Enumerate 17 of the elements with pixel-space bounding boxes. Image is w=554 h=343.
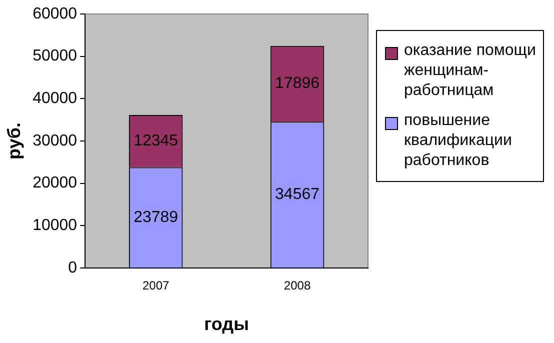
y-tick-label: 50000 [32, 48, 78, 65]
y-tick-label: 30000 [32, 132, 78, 150]
x-tick-label: 2007 [142, 278, 170, 293]
data-label: 12345 [134, 132, 178, 150]
y-tick-label: 0 [68, 259, 78, 276]
y-axis-title: руб. [4, 122, 24, 160]
x-tick-label: 2008 [284, 278, 311, 293]
y-tick-label: 60000 [32, 5, 78, 22]
data-label: 23789 [134, 208, 178, 226]
x-axis-title: годы [204, 314, 249, 334]
data-label: 34567 [275, 186, 320, 203]
legend-label: повышение квалификации работников [404, 111, 513, 171]
y-tick-label: 40000 [32, 90, 78, 108]
legend-label: оказание помощи женщинам-работницам [404, 41, 537, 101]
y-tick-label: 20000 [32, 174, 78, 192]
data-label: 17896 [275, 75, 320, 92]
y-tick-label: 10000 [32, 217, 78, 234]
